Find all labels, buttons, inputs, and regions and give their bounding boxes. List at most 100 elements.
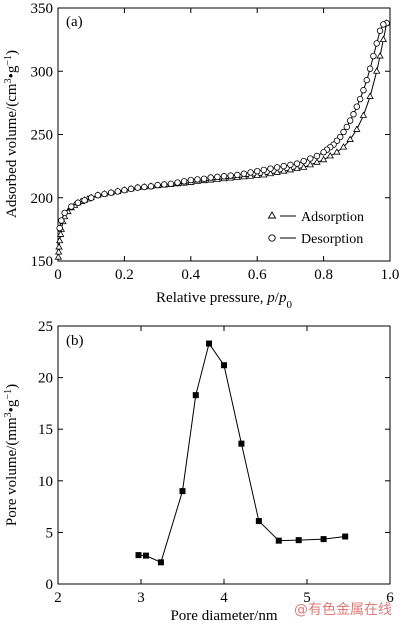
data-point-desorption xyxy=(121,186,128,194)
data-point-desorption xyxy=(376,27,384,34)
x-tick-label: 6 xyxy=(386,590,394,606)
x-tick-label: 0.8 xyxy=(314,267,333,283)
data-point-desorption xyxy=(254,167,261,175)
data-point-adsorption xyxy=(339,143,348,150)
data-point xyxy=(238,440,245,447)
panel-label-b: (b) xyxy=(66,333,84,349)
legend-a: Adsorption Desorption xyxy=(267,210,364,247)
data-point-desorption xyxy=(134,184,141,191)
x-tick-label: 0.2 xyxy=(115,267,134,283)
data-point-adsorption xyxy=(280,167,288,174)
data-point-desorption xyxy=(370,52,377,60)
data-point-adsorption xyxy=(376,52,384,59)
data-point-desorption xyxy=(194,176,201,183)
data-point-desorption xyxy=(380,21,387,28)
legend-marker-adsorption xyxy=(267,211,296,219)
data-point-adsorption xyxy=(319,155,328,163)
data-point-adsorption xyxy=(346,135,354,142)
data-point-desorption xyxy=(227,172,234,179)
data-point-adsorption xyxy=(366,92,374,99)
data-point xyxy=(255,518,262,525)
data-point-desorption xyxy=(240,170,248,177)
data-point-desorption xyxy=(147,183,155,190)
x-tick-label: 2 xyxy=(54,590,62,606)
x-tick-label: 5 xyxy=(303,590,311,606)
data-point-desorption xyxy=(293,160,301,167)
data-point xyxy=(135,552,142,559)
legend-label-desorption: Desorption xyxy=(301,232,363,247)
x-tick-label: 4 xyxy=(220,590,228,606)
data-point-desorption xyxy=(207,174,214,181)
data-point-adsorption xyxy=(273,168,281,175)
data-point-desorption xyxy=(58,217,65,224)
data-point-adsorption xyxy=(55,243,63,250)
data-point xyxy=(206,340,213,347)
data-point xyxy=(320,536,327,543)
data-point-adsorption xyxy=(54,248,63,255)
data-point-desorption xyxy=(127,185,135,193)
y-axis-label-b: Pore volume/(mm3•g−1) xyxy=(3,384,21,526)
data-point xyxy=(142,552,149,559)
y-tick-label: 150 xyxy=(31,254,54,270)
series-line-series-0 xyxy=(138,342,346,564)
data-point-adsorption xyxy=(253,171,261,179)
data-point-desorption xyxy=(214,173,221,181)
data-point xyxy=(275,537,282,544)
x-axis-label-a: Relative pressure, p/p0 xyxy=(156,290,292,311)
y-tick-label: 250 xyxy=(31,128,54,144)
x-tick-label: 3 xyxy=(137,590,145,606)
data-point-adsorption xyxy=(56,230,65,237)
data-point-desorption xyxy=(346,117,354,124)
data-point-desorption xyxy=(287,161,294,169)
data-point-desorption xyxy=(161,181,168,188)
data-point-desorption xyxy=(320,149,327,156)
data-point-adsorption xyxy=(293,164,301,172)
data-point-desorption xyxy=(350,111,357,118)
data-point-desorption xyxy=(107,189,115,196)
data-point-desorption xyxy=(220,173,228,180)
data-point-desorption xyxy=(363,76,370,84)
data-point-desorption xyxy=(74,199,82,207)
x-tick-label: 0.4 xyxy=(181,267,200,283)
chart-a: 150 200 250 300 350 0 0.2 0.4 0.6 0.8 1.0 (a) Rel… xyxy=(3,1,400,311)
y-tick-label: 15 xyxy=(38,422,53,438)
data-point-desorption xyxy=(167,180,175,188)
legend-marker-desorption xyxy=(268,234,296,242)
data-point-adsorption xyxy=(54,253,63,260)
data-point-adsorption xyxy=(326,152,334,159)
data-point-desorption xyxy=(174,179,181,186)
data-point-desorption xyxy=(68,203,75,210)
data-point-desorption xyxy=(307,155,314,162)
data-point xyxy=(192,392,199,399)
data-point-desorption xyxy=(180,178,188,185)
x-tick-label: 0 xyxy=(54,267,62,283)
chart-b: 0 5 10 15 20 25 2 3 4 5 6 (b) Pore diameter/nm Po… xyxy=(3,319,395,624)
data-point-desorption xyxy=(101,190,108,198)
data-point-adsorption xyxy=(379,35,388,43)
data-point-desorption xyxy=(187,176,194,184)
data-point xyxy=(342,533,349,540)
data-point-desorption xyxy=(114,188,121,195)
x-tick-label: 0.6 xyxy=(248,267,267,283)
data-point-desorption xyxy=(154,181,161,189)
data-point-adsorption xyxy=(299,163,308,170)
data-point-adsorption xyxy=(266,169,275,177)
data-point-desorption xyxy=(234,171,241,179)
data-point xyxy=(157,559,164,566)
x-tick-label: 1.0 xyxy=(381,267,400,283)
data-point-desorption xyxy=(273,164,281,171)
y-tick-label: 200 xyxy=(31,191,54,207)
data-point-desorption xyxy=(356,95,364,103)
data-point-adsorption xyxy=(373,67,381,74)
data-point-adsorption xyxy=(333,148,341,155)
data-point-desorption xyxy=(353,103,360,110)
data-point-adsorption xyxy=(313,158,321,165)
data-point-desorption xyxy=(267,165,274,172)
legend-label-adsorption: Adsorption xyxy=(301,210,364,225)
data-point-desorption xyxy=(340,128,347,136)
data-point-desorption xyxy=(260,166,268,174)
data-point xyxy=(295,537,302,544)
data-point-desorption xyxy=(94,192,102,199)
data-point-desorption xyxy=(247,169,254,176)
y-tick-label: 10 xyxy=(38,474,53,490)
